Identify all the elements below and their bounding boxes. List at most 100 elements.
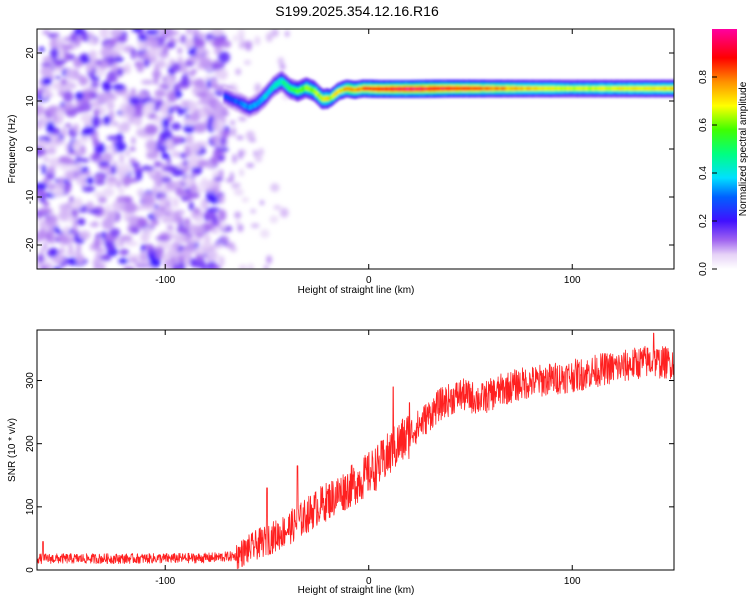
noise-blob [257, 148, 264, 156]
ridge-cell [303, 85, 307, 91]
noise-blob [49, 47, 59, 60]
noise-blob [136, 60, 145, 73]
noise-blob [106, 71, 117, 83]
noise-blob [194, 225, 206, 234]
noise-blob [164, 182, 175, 189]
noise-blob [177, 47, 183, 54]
snr-frame [36, 329, 675, 571]
noise-blob [67, 171, 74, 183]
noise-blob [60, 207, 70, 219]
noise-blob [109, 227, 121, 238]
noise-blob [161, 152, 171, 160]
ridge-cell [321, 96, 325, 102]
noise-blob [37, 104, 45, 116]
spectrogram-xlabel: Height of straight line (km) [298, 285, 415, 296]
noise-blob [45, 121, 55, 134]
noise-blob [112, 200, 122, 211]
noise-blob [38, 46, 45, 52]
ridge-cell [231, 98, 235, 103]
noise-blob [269, 215, 279, 224]
noise-blob [93, 265, 99, 269]
noise-blob [180, 99, 188, 108]
noise-blob [243, 40, 253, 47]
noise-blob [98, 161, 110, 167]
noise-blob [39, 207, 52, 214]
snr-ytick-label: 300 [25, 372, 36, 389]
ridge-cell [297, 88, 301, 93]
noise-blob [160, 128, 172, 141]
noise-blob [186, 191, 200, 199]
noise-blob [58, 248, 66, 254]
noise-blob [239, 35, 244, 45]
noise-blob [183, 177, 193, 185]
noise-blob [230, 127, 237, 137]
noise-blob [63, 51, 70, 62]
noise-blob [193, 78, 206, 89]
noise-blob [89, 75, 101, 82]
noise-blob [43, 241, 48, 251]
colorbar-gradient [712, 29, 737, 269]
ridge-cell [237, 100, 241, 105]
noise-blob [216, 37, 226, 43]
ridge-cell [267, 89, 271, 94]
noise-blob [112, 160, 118, 167]
colorbar-tick-label: 0.0 [698, 262, 709, 276]
noise-blob [165, 206, 173, 212]
noise-blob [171, 150, 181, 158]
noise-blob [93, 238, 101, 250]
noise-blob [220, 129, 230, 137]
noise-blob [139, 251, 147, 262]
noise-blob [260, 229, 270, 239]
noise-blob [189, 142, 202, 153]
noise-blob [49, 248, 58, 257]
noise-blob [51, 186, 65, 197]
noise-blob [49, 141, 60, 147]
noise-blob [104, 43, 112, 48]
noise-blob [175, 234, 189, 244]
noise-blob [112, 83, 126, 91]
noise-blob [213, 134, 218, 147]
noise-blob [78, 75, 89, 86]
colorbar-tick-label: 0.6 [698, 118, 709, 132]
noise-blob [177, 215, 184, 227]
snr-series-line [37, 332, 674, 570]
noise-blob [141, 79, 154, 85]
noise-blob [167, 249, 180, 259]
noise-blob [141, 195, 156, 206]
noise-blob [104, 145, 117, 150]
ridge-cell [441, 86, 445, 91]
noise-blob [119, 248, 130, 256]
noise-blob [193, 122, 207, 133]
noise-blob [146, 152, 159, 160]
noise-blob [37, 123, 43, 130]
noise-blob [184, 255, 191, 268]
noise-blob [41, 164, 46, 175]
noise-blob [44, 93, 55, 98]
noise-blob [119, 240, 124, 247]
noise-blob [158, 105, 169, 113]
noise-blob [119, 152, 125, 165]
noise-blob [204, 232, 211, 243]
noise-blob [107, 242, 116, 253]
noise-blob [86, 201, 95, 212]
noise-blob [172, 136, 183, 143]
ridge-cell [369, 86, 373, 91]
noise-blob [55, 108, 65, 120]
noise-blob [219, 136, 227, 147]
ridge-cell [333, 92, 337, 97]
noise-blob [207, 91, 215, 100]
ridge-cell [405, 87, 409, 91]
noise-blob [130, 116, 143, 125]
ridge-cell [345, 86, 349, 91]
noise-blob [60, 78, 68, 85]
noise-blob [185, 133, 194, 145]
noise-blob [116, 180, 121, 189]
noise-blob [217, 209, 227, 222]
noise-blob [106, 177, 118, 182]
noise-blob [39, 196, 46, 203]
noise-blob [89, 222, 100, 227]
noise-blob [37, 136, 51, 142]
ridge-cell [387, 87, 391, 91]
noise-blob [88, 50, 96, 61]
noise-blob [66, 257, 78, 266]
